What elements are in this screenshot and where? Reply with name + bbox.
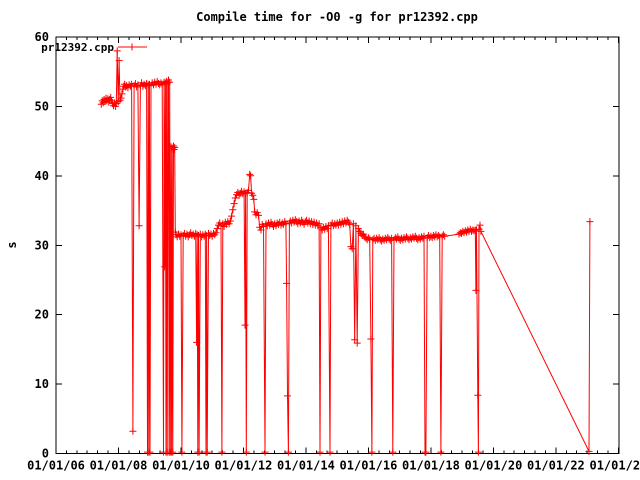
series-plus-markers: [97, 47, 594, 456]
legend-sample-marker: [128, 43, 136, 51]
y-tick-label: 50: [35, 99, 49, 113]
x-tick-label: 01/01/06: [27, 459, 85, 473]
y-tick-label: 30: [35, 238, 49, 252]
y-tick-label: 10: [35, 377, 49, 391]
y-tick-label: 60: [35, 30, 49, 44]
x-tick-label: 01/01/18: [402, 459, 460, 473]
series-line: [100, 50, 591, 453]
y-tick-label: 20: [35, 308, 49, 322]
y-tick-label: 0: [42, 447, 49, 461]
x-tick-label: 01/01/20: [465, 459, 523, 473]
legend-series-label: pr12392.cpp: [41, 41, 114, 54]
x-tick-label: 01/01/12: [215, 459, 273, 473]
x-tick-label: 01/01/24: [589, 459, 640, 473]
x-tick-label: 01/01/22: [527, 459, 585, 473]
chart-title: Compile time for -O0 -g for pr12392.cpp: [196, 10, 478, 24]
x-tick-label: 01/01/14: [277, 459, 335, 473]
plot-frame: [55, 36, 620, 454]
x-tick-label: 01/01/10: [152, 459, 210, 473]
y-axis-label: s: [5, 241, 19, 249]
x-tick-label: 01/01/16: [340, 459, 398, 473]
x-tick-label: 01/01/08: [90, 459, 148, 473]
y-tick-label: 40: [35, 169, 49, 183]
